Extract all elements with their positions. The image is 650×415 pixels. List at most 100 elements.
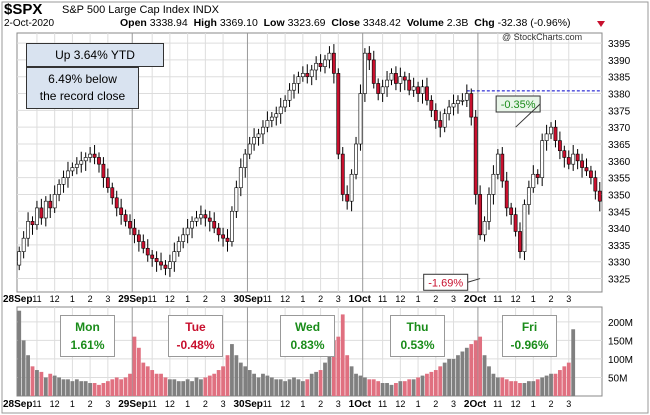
volume-bar xyxy=(354,373,358,396)
candle-body xyxy=(57,184,62,195)
candle-body xyxy=(553,126,558,141)
exchange: INDX xyxy=(192,4,219,16)
price-tick-label: 3360 xyxy=(608,157,631,168)
volume-bar xyxy=(296,379,301,396)
volume-bar xyxy=(513,381,518,396)
candle-body xyxy=(504,180,509,209)
x-tick-label: 1 xyxy=(185,294,190,304)
x-tick-label: 30Sep xyxy=(233,294,262,305)
candle-body xyxy=(442,113,447,128)
candle-body xyxy=(79,160,84,165)
volume-bar xyxy=(420,375,425,396)
day-box-name: Tue xyxy=(185,320,206,334)
volume-bar xyxy=(216,370,221,396)
candle-body xyxy=(562,150,567,158)
candle-body xyxy=(92,153,97,158)
candle-body xyxy=(593,177,598,192)
candle-body xyxy=(212,221,217,229)
volume-bar xyxy=(438,366,443,396)
candle-body xyxy=(101,163,106,178)
volume-bar xyxy=(376,381,381,396)
x-tick-label: 2 xyxy=(318,399,323,409)
candle-body xyxy=(314,62,319,71)
volume-bar xyxy=(132,336,137,396)
candle-body xyxy=(425,86,429,101)
open-value: 3338.94 xyxy=(149,17,188,29)
x-tick-label: 3 xyxy=(451,294,456,304)
volume-bar xyxy=(70,381,75,396)
volume-bar xyxy=(345,355,350,396)
chg-label: Chg xyxy=(474,17,495,29)
volume-bar xyxy=(190,381,194,396)
volume-bar xyxy=(385,383,389,396)
candle-body xyxy=(185,227,190,236)
volume-tick-label: 150M xyxy=(608,336,633,347)
volume-bar xyxy=(203,377,208,396)
candle-body xyxy=(83,157,88,162)
price-tick-label: 3375 xyxy=(608,106,631,117)
candle-body xyxy=(283,99,288,108)
volume-bar xyxy=(43,377,48,396)
volume-bar xyxy=(478,336,483,396)
volume-bar xyxy=(176,381,181,396)
day-box-name: Mon xyxy=(75,320,100,334)
x-tick-label: 12 xyxy=(395,294,405,304)
candle-body xyxy=(327,52,332,61)
day-box-value: 0.83% xyxy=(290,338,325,352)
candle-body xyxy=(110,187,115,199)
x-tick-label: 12 xyxy=(50,294,60,304)
x-tick-label: 12 xyxy=(165,294,175,304)
x-tick-label: 12 xyxy=(511,294,521,304)
volume-bar xyxy=(26,355,30,396)
volume-bar xyxy=(48,373,53,396)
price-tick-label: 3370 xyxy=(608,123,631,134)
price-tick-label: 3355 xyxy=(608,174,631,185)
candle-body xyxy=(371,59,376,84)
x-tick-label: 11 xyxy=(147,399,156,409)
candle-body xyxy=(88,153,93,158)
x-tick-label: 2 xyxy=(88,399,93,409)
price-tick-label: 3325 xyxy=(608,275,631,286)
x-tick-label: 1 xyxy=(70,294,75,304)
candle-body xyxy=(114,197,119,209)
volume-value: 2.3B xyxy=(446,17,469,29)
candle-body xyxy=(181,234,186,242)
volume-bar xyxy=(526,381,531,396)
candle-body xyxy=(167,261,172,269)
price-tick-label: 3390 xyxy=(608,56,631,67)
volume-bar xyxy=(243,366,248,396)
x-tick-label: 11 xyxy=(493,399,502,409)
gap-down-label: -1.69% xyxy=(428,277,463,289)
volume-bar xyxy=(407,379,412,396)
volume-bar xyxy=(411,379,416,396)
volume-bar xyxy=(114,377,119,396)
candle-body xyxy=(278,106,283,115)
x-tick-label: 12 xyxy=(511,399,521,409)
candle-body xyxy=(132,227,137,236)
volume-bar xyxy=(105,381,110,396)
candle-body xyxy=(544,133,549,141)
candle-body xyxy=(566,157,571,165)
volume-bar xyxy=(309,373,314,396)
x-tick-label: 1 xyxy=(70,399,75,409)
volume-bar xyxy=(110,379,115,396)
candle-body xyxy=(526,187,531,205)
candle-body xyxy=(336,73,341,155)
x-tick-label: 1 xyxy=(300,399,305,409)
candle-body xyxy=(531,173,536,189)
candle-body xyxy=(105,177,110,189)
x-tick-label: 28Sep xyxy=(3,399,32,410)
candle-body xyxy=(469,93,474,118)
volume-bar xyxy=(150,370,155,396)
volume-bar xyxy=(371,379,376,396)
volume-bar xyxy=(66,379,70,396)
quote-date: 2-Oct-2020 xyxy=(4,18,55,29)
x-tick-label: 2Oct xyxy=(464,294,487,305)
volume-bar xyxy=(123,377,128,396)
candle-body xyxy=(575,153,580,162)
volume-bar xyxy=(314,371,319,396)
candle-body xyxy=(456,99,460,104)
x-tick-label: 11 xyxy=(263,399,272,409)
candle-body xyxy=(66,170,70,178)
